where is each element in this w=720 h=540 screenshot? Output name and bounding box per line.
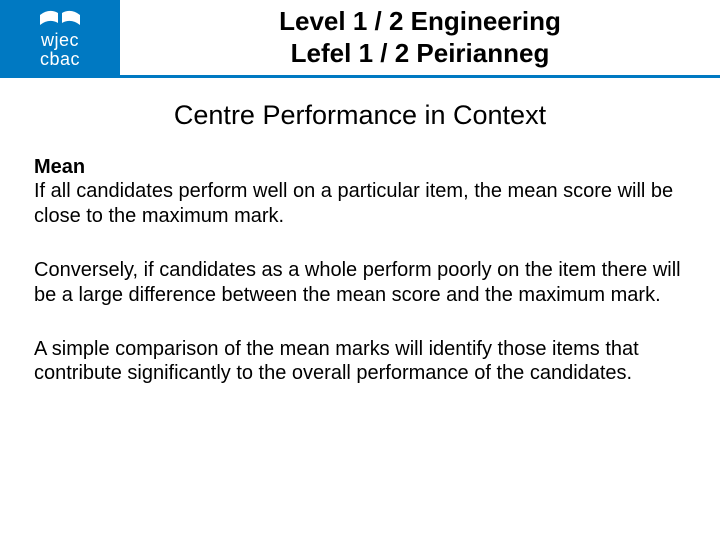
paragraph-1-lead: Mean [34, 156, 85, 178]
slide: wjec cbac Level 1 / 2 Engineering Lefel … [0, 0, 720, 540]
title-english: Level 1 / 2 Engineering [279, 6, 561, 37]
paragraph-1: Mean If all candidates perform well on a… [34, 155, 686, 228]
logo-text: wjec cbac [40, 31, 80, 69]
logo-line2: cbac [40, 50, 80, 69]
paragraph-1-text: If all candidates perform well on a part… [34, 180, 673, 226]
logo-box: wjec cbac [0, 0, 120, 78]
subtitle: Centre Performance in Context [34, 100, 686, 131]
book-icon [38, 9, 82, 29]
title-box: Level 1 / 2 Engineering Lefel 1 / 2 Peir… [120, 0, 720, 78]
paragraph-2: Conversely, if candidates as a whole per… [34, 258, 686, 307]
title-welsh: Lefel 1 / 2 Peirianneg [291, 38, 550, 69]
header-bar: wjec cbac Level 1 / 2 Engineering Lefel … [0, 0, 720, 78]
logo-line1: wjec [40, 31, 80, 50]
paragraph-3: A simple comparison of the mean marks wi… [34, 337, 686, 386]
content-area: Centre Performance in Context Mean If al… [0, 78, 720, 386]
